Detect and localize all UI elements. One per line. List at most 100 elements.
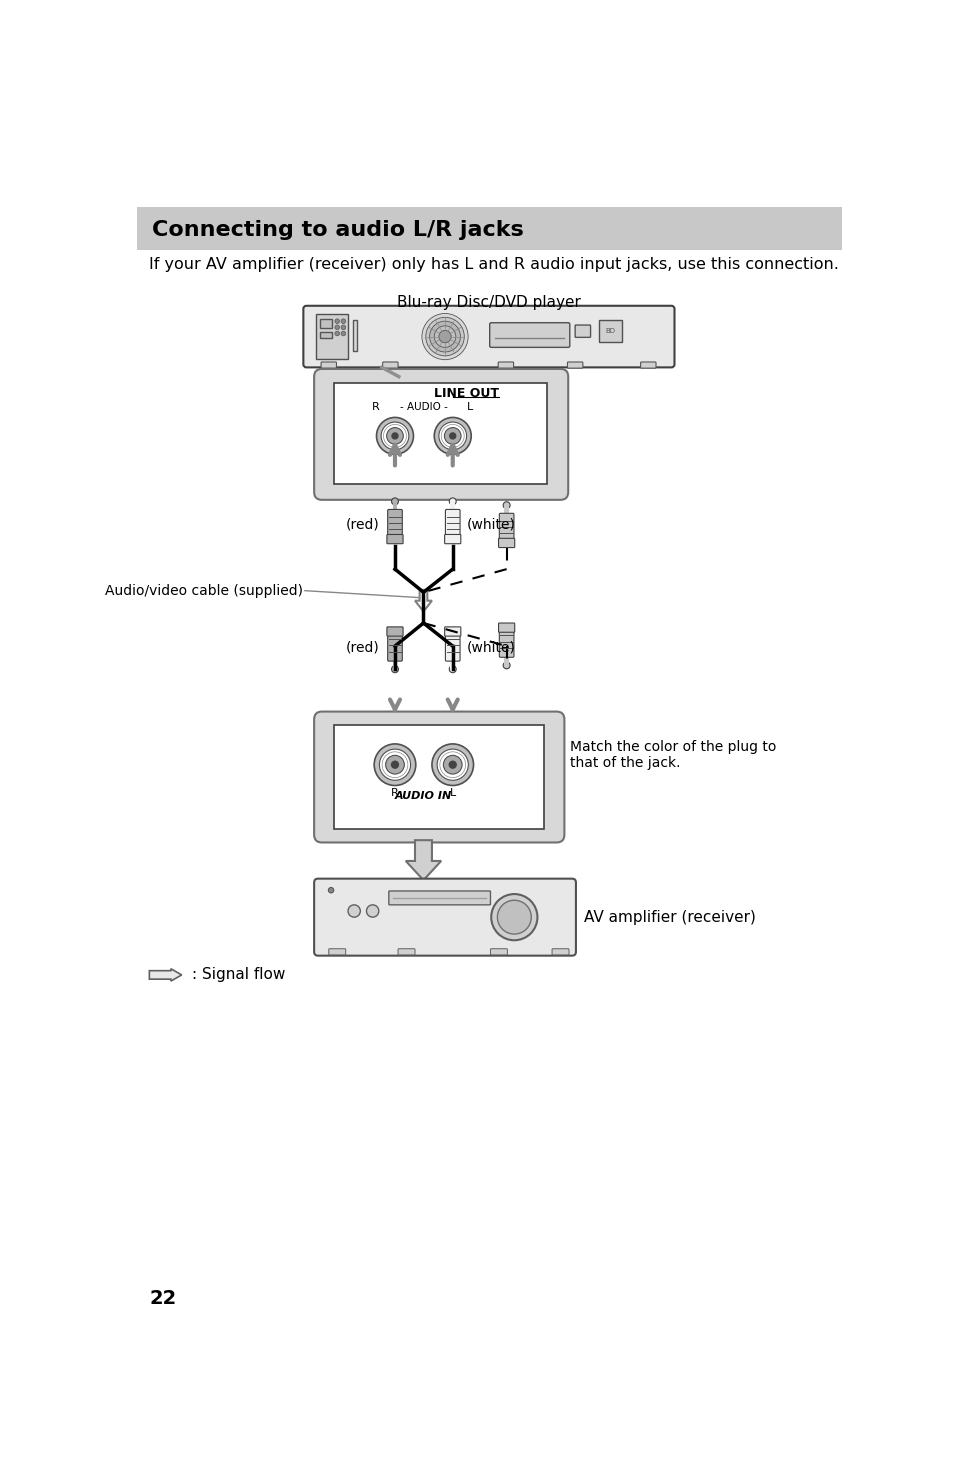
Circle shape — [434, 326, 456, 347]
Circle shape — [335, 325, 339, 329]
Text: Match the color of the plug to
that of the jack.: Match the color of the plug to that of t… — [569, 740, 776, 770]
Text: (red): (red) — [346, 518, 379, 531]
FancyBboxPatch shape — [489, 323, 569, 347]
Circle shape — [335, 319, 339, 323]
Text: Audio/video cable (supplied): Audio/video cable (supplied) — [105, 584, 303, 598]
Circle shape — [391, 498, 398, 504]
Circle shape — [449, 498, 456, 504]
FancyBboxPatch shape — [334, 383, 546, 485]
Text: - AUDIO -: - AUDIO - — [399, 402, 447, 412]
Circle shape — [391, 432, 398, 439]
FancyBboxPatch shape — [314, 878, 576, 955]
Text: (red): (red) — [346, 641, 379, 654]
FancyBboxPatch shape — [498, 623, 515, 632]
Circle shape — [502, 661, 510, 669]
FancyBboxPatch shape — [504, 655, 508, 666]
Circle shape — [335, 331, 339, 335]
Circle shape — [376, 417, 413, 454]
Circle shape — [438, 331, 451, 343]
Text: BD: BD — [605, 328, 615, 334]
Circle shape — [341, 319, 345, 323]
FancyBboxPatch shape — [303, 305, 674, 368]
Text: AUDIO IN: AUDIO IN — [395, 792, 452, 801]
FancyBboxPatch shape — [389, 891, 490, 905]
Circle shape — [449, 666, 456, 673]
Circle shape — [379, 749, 410, 780]
FancyBboxPatch shape — [640, 362, 656, 368]
FancyBboxPatch shape — [382, 362, 397, 368]
Text: (white): (white) — [466, 641, 515, 654]
Circle shape — [421, 313, 468, 360]
Circle shape — [491, 894, 537, 940]
Circle shape — [448, 761, 456, 768]
FancyBboxPatch shape — [498, 538, 515, 547]
FancyBboxPatch shape — [490, 949, 507, 955]
FancyBboxPatch shape — [445, 510, 459, 538]
FancyBboxPatch shape — [387, 627, 403, 636]
FancyBboxPatch shape — [575, 325, 590, 337]
Circle shape — [391, 761, 398, 768]
Circle shape — [386, 427, 403, 445]
FancyBboxPatch shape — [504, 506, 508, 515]
FancyBboxPatch shape — [444, 534, 460, 544]
FancyBboxPatch shape — [450, 660, 455, 669]
FancyBboxPatch shape — [319, 332, 332, 338]
Circle shape — [502, 501, 510, 509]
Circle shape — [438, 423, 466, 449]
Circle shape — [328, 887, 334, 893]
Circle shape — [341, 325, 345, 329]
Text: If your AV amplifier (receiver) only has L and R audio input jacks, use this con: If your AV amplifier (receiver) only has… — [150, 258, 839, 273]
Text: AV amplifier (receiver): AV amplifier (receiver) — [583, 909, 755, 925]
Circle shape — [434, 417, 471, 454]
Circle shape — [429, 322, 460, 351]
Circle shape — [436, 749, 468, 780]
FancyArrow shape — [405, 841, 440, 881]
FancyBboxPatch shape — [387, 632, 402, 661]
FancyBboxPatch shape — [393, 501, 396, 510]
FancyBboxPatch shape — [445, 632, 459, 661]
Text: L: L — [449, 787, 456, 798]
FancyBboxPatch shape — [315, 314, 348, 359]
Text: R: R — [391, 787, 398, 798]
FancyBboxPatch shape — [450, 501, 455, 510]
Circle shape — [381, 423, 409, 449]
Text: LINE OUT: LINE OUT — [434, 387, 498, 400]
Text: R: R — [372, 402, 379, 412]
FancyBboxPatch shape — [314, 712, 564, 842]
FancyBboxPatch shape — [387, 534, 403, 544]
FancyArrow shape — [415, 590, 432, 611]
Circle shape — [341, 331, 345, 335]
Circle shape — [449, 432, 456, 439]
FancyArrow shape — [150, 968, 181, 982]
Circle shape — [366, 905, 378, 916]
Text: (white): (white) — [466, 518, 515, 531]
FancyBboxPatch shape — [334, 725, 543, 829]
Circle shape — [385, 755, 404, 774]
FancyBboxPatch shape — [321, 362, 336, 368]
Circle shape — [497, 900, 531, 934]
FancyBboxPatch shape — [598, 320, 621, 343]
FancyBboxPatch shape — [329, 949, 345, 955]
Circle shape — [348, 905, 360, 916]
Text: : Signal flow: : Signal flow — [193, 967, 286, 982]
FancyBboxPatch shape — [387, 510, 402, 538]
Circle shape — [432, 744, 473, 786]
FancyBboxPatch shape — [498, 513, 514, 543]
FancyBboxPatch shape — [498, 627, 514, 657]
Circle shape — [374, 744, 416, 786]
Text: L: L — [466, 402, 473, 412]
FancyBboxPatch shape — [393, 660, 396, 669]
Circle shape — [443, 755, 461, 774]
Text: 22: 22 — [150, 1289, 176, 1308]
Circle shape — [444, 427, 460, 445]
Circle shape — [425, 317, 464, 356]
FancyBboxPatch shape — [444, 627, 460, 636]
FancyBboxPatch shape — [552, 949, 568, 955]
FancyBboxPatch shape — [567, 362, 582, 368]
FancyBboxPatch shape — [497, 362, 513, 368]
FancyBboxPatch shape — [319, 319, 332, 328]
Text: Blu-ray Disc/DVD player: Blu-ray Disc/DVD player — [396, 295, 580, 310]
Circle shape — [391, 666, 398, 673]
Text: Connecting to audio L/R jacks: Connecting to audio L/R jacks — [152, 219, 523, 240]
FancyBboxPatch shape — [137, 208, 841, 251]
